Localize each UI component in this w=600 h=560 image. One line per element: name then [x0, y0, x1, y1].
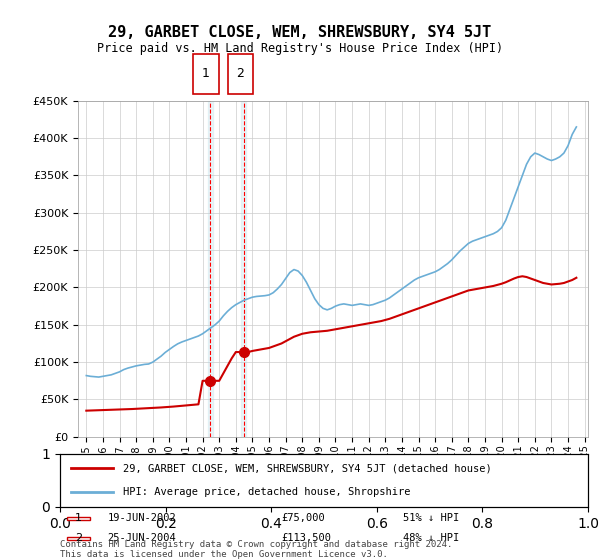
Text: 51% ↓ HPI: 51% ↓ HPI [403, 513, 460, 523]
Text: Price paid vs. HM Land Registry's House Price Index (HPI): Price paid vs. HM Land Registry's House … [97, 42, 503, 55]
Text: 1: 1 [202, 67, 210, 81]
Bar [208, 101, 213, 437]
Text: Contains HM Land Registry data © Crown copyright and database right 2024.
This d: Contains HM Land Registry data © Crown c… [60, 540, 452, 559]
FancyBboxPatch shape [67, 517, 91, 520]
Text: 29, GARBET CLOSE, WEM, SHREWSBURY, SY4 5JT (detached house): 29, GARBET CLOSE, WEM, SHREWSBURY, SY4 5… [124, 464, 492, 474]
FancyBboxPatch shape [228, 54, 253, 94]
Text: £113,500: £113,500 [282, 533, 332, 543]
FancyBboxPatch shape [67, 537, 91, 540]
Text: £75,000: £75,000 [282, 513, 326, 523]
Text: 2: 2 [75, 533, 82, 543]
Text: 19-JUN-2002: 19-JUN-2002 [107, 513, 176, 523]
Bar [241, 101, 246, 437]
Text: HPI: Average price, detached house, Shropshire: HPI: Average price, detached house, Shro… [124, 487, 411, 497]
Text: 25-JUN-2004: 25-JUN-2004 [107, 533, 176, 543]
Text: 29, GARBET CLOSE, WEM, SHREWSBURY, SY4 5JT: 29, GARBET CLOSE, WEM, SHREWSBURY, SY4 5… [109, 25, 491, 40]
FancyBboxPatch shape [193, 54, 219, 94]
Text: 2: 2 [236, 67, 244, 81]
Text: 1: 1 [75, 513, 82, 523]
Text: 48% ↓ HPI: 48% ↓ HPI [403, 533, 460, 543]
